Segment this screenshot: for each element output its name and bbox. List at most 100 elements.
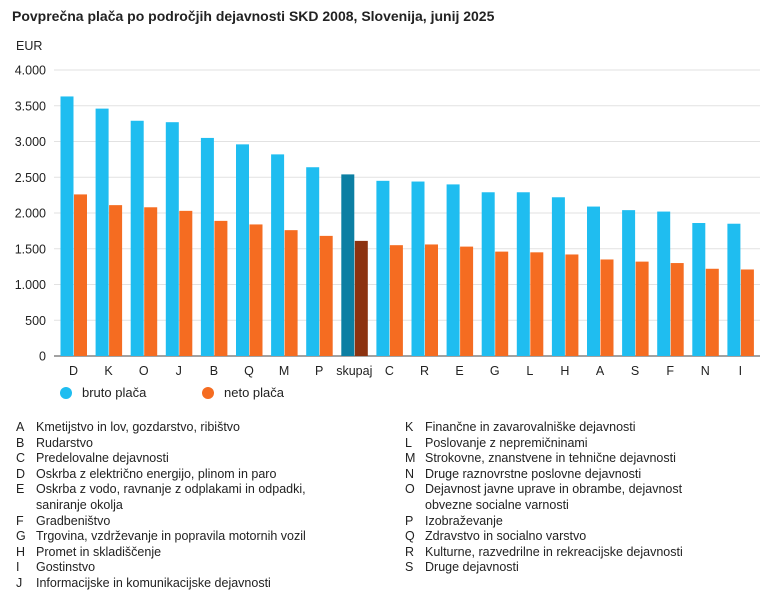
key-code: D [16, 466, 26, 481]
key-description: Poslovanje z nepremičninami [425, 435, 588, 450]
key-row-D: D Oskrba z električno energijo, plinom in… [16, 467, 316, 483]
bar-bruto-G [481, 192, 495, 356]
x-category-label: S [631, 364, 639, 378]
bar-neto-A [600, 259, 614, 356]
bar-neto-G [495, 251, 509, 356]
key-code: C [16, 451, 26, 466]
key-row-S: S Druge dejavnosti [405, 560, 715, 576]
x-category-label: D [69, 364, 78, 378]
x-category-label: L [526, 364, 533, 378]
key-description: Finančne in zavarovalniške dejavnosti [425, 420, 636, 434]
key-code: F [16, 513, 24, 528]
x-category-label: H [560, 364, 569, 378]
x-category-label: N [701, 364, 710, 378]
key-description: Kulturne, razvedrilne in rekreacijske de… [425, 544, 683, 559]
key-row-R: R Kulturne, razvedrilne in rekreacijske d… [405, 545, 715, 561]
bar-bruto-K [95, 108, 109, 356]
key-description: Predelovalne dejavnosti [36, 451, 169, 466]
key-description: Rudarstvo [36, 435, 93, 450]
key-description: Informacijske in komunikacijske dejavnos… [36, 575, 271, 590]
key-description: Kmetijstvo in lov, gozdarstvo, ribištvo [36, 420, 241, 434]
bar-bruto-I [727, 223, 741, 356]
chart-title: Povprečna plača po področjih dejavnosti … [12, 8, 495, 24]
legend-swatch-bruto [60, 386, 72, 399]
key-description: Dejavnost javne uprave in obrambe, dejav… [425, 482, 683, 512]
y-tick-label: 1.000 [15, 278, 46, 292]
key-code: K [405, 420, 414, 434]
x-category-label: O [139, 364, 149, 378]
key-code: M [405, 451, 416, 466]
key-row-C: C Predelovalne dejavnosti [16, 451, 316, 467]
x-category-label: K [104, 364, 113, 378]
key-code: Q [405, 529, 415, 544]
bar-bruto-E [446, 184, 460, 356]
bar-neto-Q [249, 224, 263, 356]
x-category-label: M [279, 364, 289, 378]
key-row-L: L Poslovanje z nepremičninami [405, 436, 715, 452]
key-description: Zdravstvo in socialno varstvo [425, 529, 587, 544]
key-code: S [405, 560, 414, 575]
x-category-label: I [739, 364, 742, 378]
key-code: I [16, 560, 20, 575]
key-code: E [16, 482, 25, 497]
key-row-N: N Druge raznovrstne poslovne dejavnosti [405, 467, 715, 483]
bar-bruto-F [657, 211, 671, 356]
x-category-label: R [420, 364, 429, 378]
key-description: Strokovne, znanstvene in tehnične dejavn… [425, 451, 676, 466]
x-category-label: F [666, 364, 674, 378]
bar-neto-M [284, 230, 298, 356]
key-code: H [16, 544, 26, 559]
key-row-E: E Oskrba z vodo, ravnanje z odplakami in … [16, 482, 316, 513]
key-code: O [405, 482, 415, 497]
key-code: G [16, 529, 26, 544]
bar-neto-J [179, 210, 193, 356]
key-row-J: J Informacijske in komunikacijske dejavno… [16, 576, 316, 592]
bar-chart: EUR 0 500 1.000 1.500 2.000 2.500 3.000 3.500 4.… [15, 39, 760, 378]
x-category-label: skupaj [336, 364, 372, 378]
key-code: P [405, 513, 414, 528]
bar-bruto-B [200, 137, 214, 356]
bar-bruto-N [692, 223, 706, 356]
category-key-right: K Finančne in zavarovalniške dejavnosti L P… [405, 420, 715, 576]
bar-neto-I [740, 269, 754, 356]
key-row-M: M Strokovne, znanstvene in tehnične dejav… [405, 451, 715, 467]
category-key-left: A Kmetijstvo in lov, gozdarstvo, ribištvo… [16, 420, 316, 592]
key-code: R [405, 544, 415, 559]
bar-neto-E [460, 246, 474, 356]
key-code: N [405, 466, 415, 481]
x-category-label: C [385, 364, 394, 378]
y-axis-unit-label: EUR [16, 39, 42, 53]
bar-bruto-J [165, 122, 179, 356]
bar-neto-D [74, 194, 87, 356]
bar-bruto-Q [236, 144, 249, 356]
bar-neto-B [214, 220, 228, 356]
bar-neto-R [425, 244, 438, 356]
key-row-B: B Rudarstvo [16, 436, 316, 452]
bar-bruto-O [130, 120, 144, 356]
legend-swatch-neto [202, 386, 214, 399]
bar-neto-H [565, 254, 579, 356]
key-description: Gostinstvo [36, 560, 96, 575]
y-tick-label: 4.000 [15, 64, 46, 78]
y-tick-label: 1.500 [15, 242, 46, 256]
y-tick-label: 2.000 [15, 207, 46, 221]
bar-bruto-L [516, 192, 530, 356]
bar-bruto-R [411, 181, 425, 356]
legend-label-bruto: bruto plača [82, 385, 147, 400]
x-category-label: G [490, 364, 500, 378]
key-description: Gradbeništvo [36, 513, 111, 528]
key-code: L [405, 435, 412, 450]
bar-neto-F [670, 263, 684, 356]
x-category-label: A [596, 364, 605, 378]
bar-neto-L [530, 252, 544, 356]
key-code: J [16, 575, 23, 590]
key-row-G: G Trgovina, vzdrževanje in popravila moto… [16, 529, 316, 545]
legend-label-neto: neto plača [224, 385, 284, 400]
y-tick-label: 2.500 [15, 171, 46, 185]
y-tick-label: 3.000 [15, 135, 46, 149]
bar-bruto-P [306, 167, 320, 356]
bar-bruto-D [60, 96, 74, 356]
key-row-I: I Gostinstvo [16, 560, 316, 576]
x-category-label: J [176, 364, 182, 378]
key-description: Promet in skladiščenje [36, 544, 162, 559]
